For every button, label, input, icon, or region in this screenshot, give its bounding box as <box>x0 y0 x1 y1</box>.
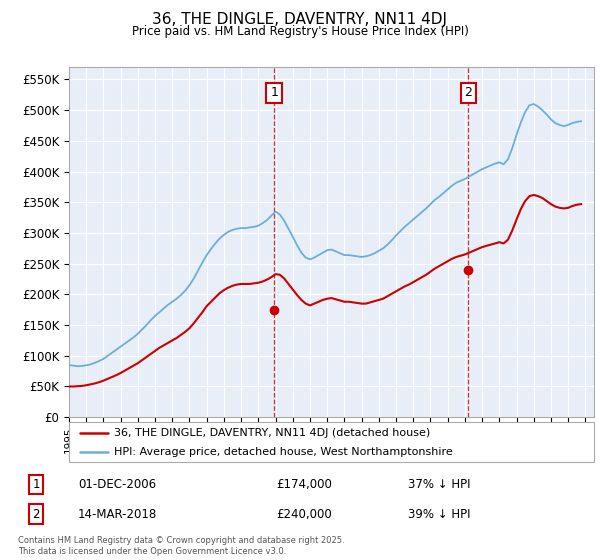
Text: HPI: Average price, detached house, West Northamptonshire: HPI: Average price, detached house, West… <box>113 447 452 457</box>
FancyBboxPatch shape <box>69 422 594 462</box>
Text: 2: 2 <box>464 86 472 100</box>
Text: 01-DEC-2006: 01-DEC-2006 <box>78 478 156 491</box>
Text: £174,000: £174,000 <box>276 478 332 491</box>
Text: Price paid vs. HM Land Registry's House Price Index (HPI): Price paid vs. HM Land Registry's House … <box>131 25 469 38</box>
Text: 36, THE DINGLE, DAVENTRY, NN11 4DJ (detached house): 36, THE DINGLE, DAVENTRY, NN11 4DJ (deta… <box>113 428 430 437</box>
Text: 1: 1 <box>270 86 278 100</box>
Text: £240,000: £240,000 <box>276 507 332 521</box>
Text: 37% ↓ HPI: 37% ↓ HPI <box>408 478 470 491</box>
Text: 39% ↓ HPI: 39% ↓ HPI <box>408 507 470 521</box>
Text: 1: 1 <box>32 478 40 491</box>
Text: 2: 2 <box>32 507 40 521</box>
Text: 36, THE DINGLE, DAVENTRY, NN11 4DJ: 36, THE DINGLE, DAVENTRY, NN11 4DJ <box>152 12 448 27</box>
Text: Contains HM Land Registry data © Crown copyright and database right 2025.
This d: Contains HM Land Registry data © Crown c… <box>18 536 344 556</box>
Text: 14-MAR-2018: 14-MAR-2018 <box>78 507 157 521</box>
